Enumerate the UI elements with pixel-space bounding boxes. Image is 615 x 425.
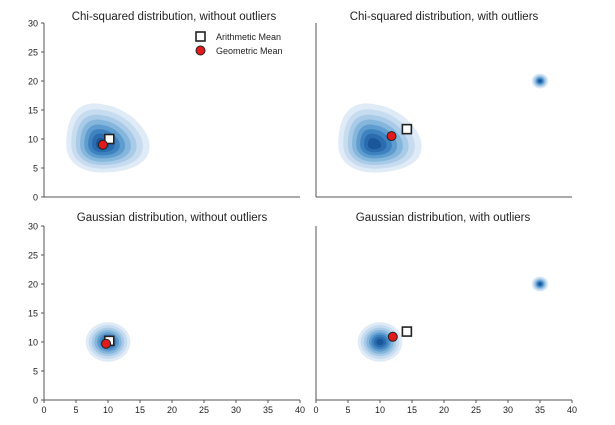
y-tick-label: 20	[28, 77, 38, 87]
density-level-0-7	[367, 138, 382, 150]
panel-title-chi-no-outliers: Chi-squared distribution, without outlie…	[72, 11, 277, 23]
panel-title-gauss-no-outliers: Gaussian distribution, without outliers	[77, 212, 268, 224]
geometric-mean-marker	[101, 338, 112, 349]
x-tick-label: 15	[135, 405, 145, 415]
y-tick-label: 20	[28, 280, 38, 290]
density-level-1-7	[538, 282, 542, 286]
axes: 0 5 10 15 20 25 30	[28, 19, 300, 203]
x-tick-label: 0	[313, 405, 318, 415]
y-tick-label: 25	[28, 251, 38, 261]
panel-title-gauss-with-outliers: Gaussian distribution, with outliers	[356, 212, 531, 224]
geometric-mean-marker	[386, 131, 397, 142]
y-tick-label: 5	[33, 367, 38, 377]
density-contours	[357, 276, 549, 362]
panel-chi-with-outliers	[315, 23, 572, 198]
panel-chi-no-outliers: 0 5 10 15 20 25 30	[28, 19, 300, 203]
axes: 0 5 10 15 20 25 30 0 5 10 15 20 25 30 35 40	[28, 222, 305, 416]
legend-geometric-marker	[195, 45, 206, 56]
x-tick-label: 40	[295, 405, 305, 415]
legend: Arithmetic Mean Geometric Mean	[195, 31, 283, 56]
x-tick-label: 35	[263, 405, 273, 415]
x-tick-label: 25	[471, 405, 481, 415]
density-contours	[338, 73, 549, 173]
y-tick-label: 30	[28, 222, 38, 232]
y-tick-label: 10	[28, 135, 38, 145]
x-tick-label: 35	[535, 405, 545, 415]
x-tick-label: 10	[103, 405, 113, 415]
axes	[315, 23, 572, 198]
x-tick-label: 40	[567, 405, 577, 415]
legend-arithmetic-marker	[195, 31, 206, 42]
y-tick-label: 0	[33, 193, 38, 203]
x-tick-label: 10	[375, 405, 385, 415]
x-tick-label: 20	[439, 405, 449, 415]
axes: 0 5 10 15 20 25 30 35 40	[313, 226, 577, 415]
x-tick-label: 30	[231, 405, 241, 415]
x-tick-label: 30	[503, 405, 513, 415]
density-level-1-7	[538, 79, 542, 83]
x-tick-label: 5	[73, 405, 78, 415]
legend-arithmetic-label: Arithmetic Mean	[216, 32, 281, 42]
x-tick-label: 20	[167, 405, 177, 415]
panel-title-chi-with-outliers: Chi-squared distribution, with outliers	[350, 11, 539, 23]
density-level-0-7	[376, 338, 384, 346]
y-tick-label: 5	[33, 164, 38, 174]
y-tick-label: 25	[28, 48, 38, 58]
geometric-mean-marker	[387, 331, 398, 342]
x-tick-label: 0	[41, 405, 46, 415]
panel-gauss-with-outliers: 0 5 10 15 20 25 30 35 40	[313, 226, 577, 415]
y-tick-label: 30	[28, 19, 38, 29]
arithmetic-mean-marker	[103, 133, 115, 145]
panel-gauss-no-outliers: 0 5 10 15 20 25 30 0 5 10 15 20 25 30 35 40	[28, 222, 305, 416]
arithmetic-mean-marker	[401, 326, 413, 337]
y-tick-label: 15	[28, 106, 38, 116]
y-tick-label: 10	[28, 338, 38, 348]
geometric-mean-marker	[97, 139, 108, 150]
x-tick-label: 15	[407, 405, 417, 415]
x-tick-label: 5	[345, 405, 350, 415]
legend-geometric-label: Geometric Mean	[216, 46, 283, 56]
y-tick-label: 15	[28, 309, 38, 319]
y-tick-label: 0	[33, 396, 38, 406]
x-tick-label: 25	[199, 405, 209, 415]
arithmetic-mean-marker	[401, 123, 413, 135]
